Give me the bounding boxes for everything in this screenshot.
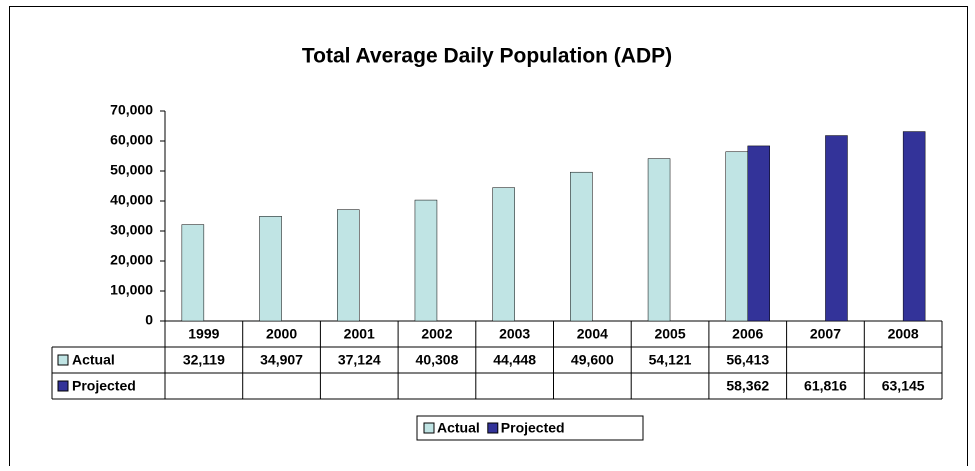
legend-key — [423, 422, 435, 434]
legend-box — [416, 415, 644, 441]
y-tick-label: 70,000 — [110, 102, 153, 118]
x-tick-label: 2000 — [266, 326, 297, 342]
y-tick-label: 50,000 — [110, 162, 153, 178]
bar — [492, 187, 515, 322]
y-tick-label: 20,000 — [110, 252, 153, 268]
legend-label: Projected — [501, 420, 565, 436]
bar — [747, 145, 770, 322]
table-value: 40,308 — [416, 352, 459, 368]
y-tick-label: 40,000 — [110, 192, 153, 208]
table-value: 37,124 — [338, 352, 381, 368]
chart-frame — [9, 6, 968, 471]
bar — [647, 158, 671, 322]
bar — [825, 135, 848, 322]
table-value: 54,121 — [649, 352, 692, 368]
chart-title: Total Average Daily Population (ADP) — [302, 45, 672, 68]
x-tick-label: 2005 — [654, 326, 685, 342]
bar — [414, 199, 438, 322]
legend-label: Actual — [437, 420, 480, 436]
legend-key — [57, 380, 69, 392]
table-value: 49,600 — [571, 352, 614, 368]
bar — [570, 171, 593, 322]
table-value: 44,448 — [493, 352, 536, 368]
table-value: 56,413 — [726, 352, 769, 368]
bar — [181, 224, 205, 322]
x-tick-label: 2007 — [810, 326, 841, 342]
table-value: 63,145 — [882, 378, 925, 394]
bar — [902, 131, 926, 322]
table-value: 32,119 — [183, 352, 225, 368]
legend-key — [487, 422, 499, 434]
bar — [725, 151, 748, 322]
table-value: 34,907 — [260, 352, 303, 368]
y-tick-label: 10,000 — [110, 282, 153, 298]
table-value: 58,362 — [726, 378, 769, 394]
y-tick-label: 0 — [145, 312, 153, 328]
x-tick-label: 2002 — [421, 326, 452, 342]
x-tick-label: 1999 — [188, 326, 219, 342]
row-label: Actual — [72, 352, 115, 368]
row-label: Projected — [72, 378, 136, 394]
bar — [259, 216, 282, 322]
x-tick-label: 2001 — [344, 326, 375, 342]
y-tick-label: 60,000 — [110, 132, 153, 148]
x-tick-label: 2003 — [499, 326, 530, 342]
table-value: 61,816 — [804, 378, 847, 394]
legend-key — [57, 354, 69, 366]
x-tick-label: 2008 — [888, 326, 919, 342]
x-tick-label: 2004 — [577, 326, 608, 342]
y-tick-label: 30,000 — [110, 222, 153, 238]
bar — [337, 209, 360, 322]
x-tick-label: 2006 — [732, 326, 763, 342]
